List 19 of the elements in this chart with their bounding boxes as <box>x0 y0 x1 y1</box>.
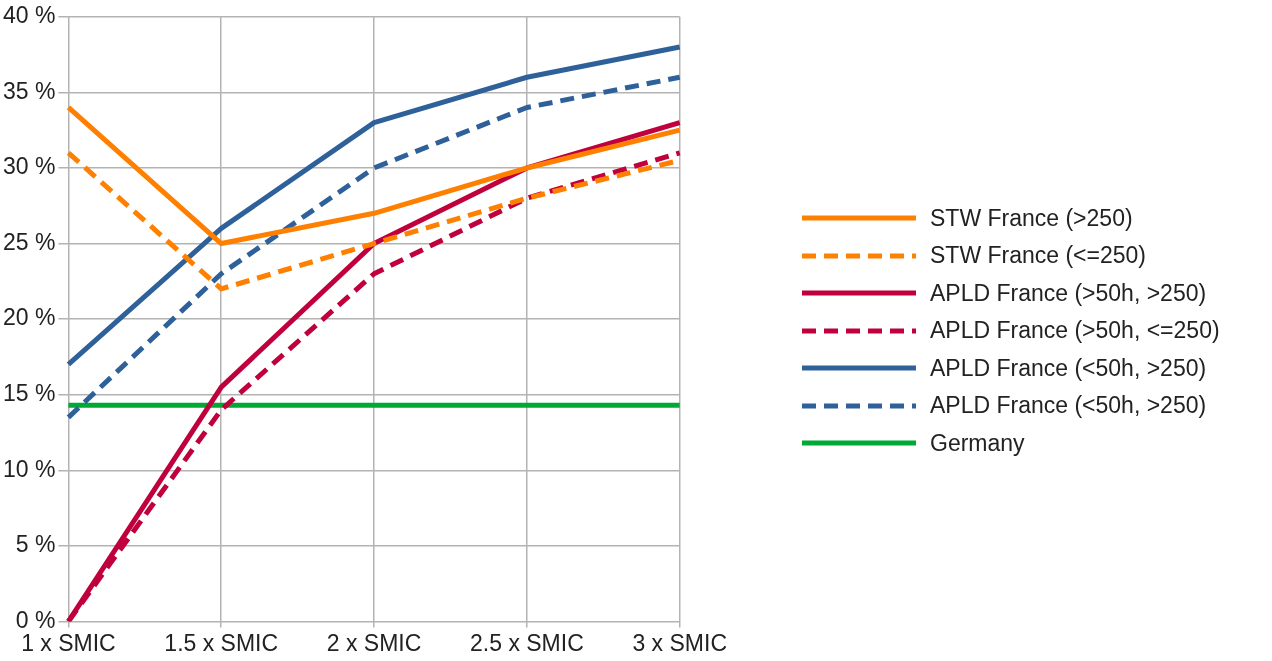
y-tick-label: 30 % <box>2 153 56 180</box>
y-tick-label: 40 % <box>2 2 56 29</box>
legend-label: APLD France (>50h, <=250) <box>930 317 1220 344</box>
y-tick-label: 10 % <box>2 455 56 482</box>
y-tick-label: 35 % <box>2 77 56 104</box>
x-tick-label: 2 x SMIC <box>326 629 422 656</box>
x-tick-label: 2.5 x SMIC <box>470 629 584 656</box>
legend-label: APLD France (>50h, >250) <box>930 279 1207 307</box>
y-tick-label: 25 % <box>2 228 56 255</box>
x-tick-label: 1.5 x SMIC <box>164 629 279 656</box>
y-tick-label: 5 % <box>15 531 56 558</box>
y-tick-label: 20 % <box>2 304 56 331</box>
legend-label: APLD France (<50h, >250) <box>930 392 1207 419</box>
x-tick-label: 3 x SMIC <box>632 629 727 656</box>
legend-label: APLD France (<50h, >250) <box>930 354 1207 382</box>
legend-label: Germany <box>930 429 1025 457</box>
y-tick-label: 15 % <box>2 380 56 407</box>
legend-label: STW France (<=250) <box>930 242 1147 269</box>
legend-label: STW France (>250) <box>930 204 1133 232</box>
